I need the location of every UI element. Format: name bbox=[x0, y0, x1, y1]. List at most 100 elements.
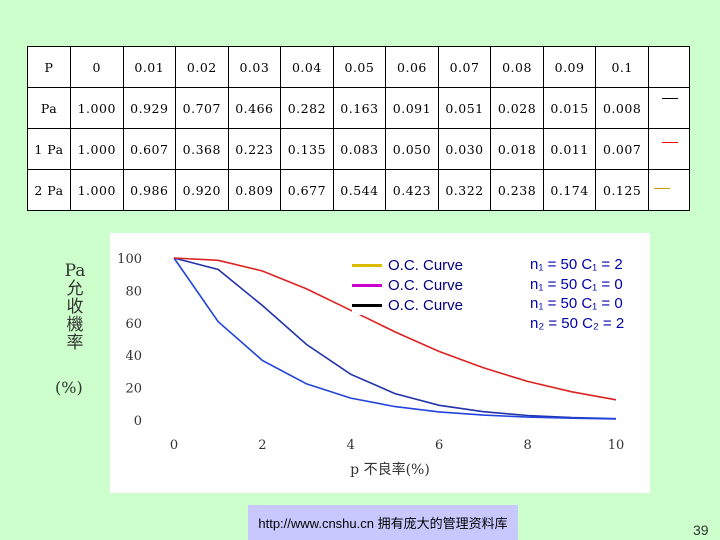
plan-note: n₁ = 50 C₁ = 0 bbox=[530, 295, 623, 312]
table-cell: 0.007 bbox=[595, 128, 649, 170]
y-axis-label-char: 收 bbox=[66, 297, 84, 317]
table-cell: 0.04 bbox=[280, 46, 334, 88]
table-cell: 0.135 bbox=[280, 128, 334, 170]
y-axis-side-label: Pa 允 收 機 率 bbox=[64, 262, 86, 352]
plan-note: n₂ = 50 C₂ = 2 bbox=[530, 314, 625, 332]
table-cell: 0.09 bbox=[542, 46, 597, 88]
table-cell: 0.01 bbox=[122, 46, 177, 88]
table-cell: 0.125 bbox=[595, 169, 649, 211]
table-cell: 0.466 bbox=[227, 87, 282, 129]
plan-note: n₁ = 50 C₁ = 0 bbox=[530, 275, 623, 293]
y-tick-label: 100 bbox=[117, 252, 142, 267]
table-cell: 0.07 bbox=[437, 46, 492, 88]
table-cell: 0.929 bbox=[122, 87, 177, 129]
table-cell: P bbox=[27, 46, 71, 88]
y-axis-label-char: 機 bbox=[66, 315, 84, 335]
x-tick-label: 10 bbox=[608, 438, 625, 453]
y-axis-unit-label: (%) bbox=[55, 378, 83, 397]
table-cell: 0.083 bbox=[332, 128, 387, 170]
row-label: Pa bbox=[27, 87, 71, 129]
table-cell: 0.322 bbox=[437, 169, 492, 211]
table-cell: 1.000 bbox=[70, 87, 124, 129]
table-cell: 0.03 bbox=[227, 46, 282, 88]
table-cell: 0.008 bbox=[595, 87, 649, 129]
table-cell: 0.050 bbox=[385, 128, 439, 170]
row-marker-dash bbox=[662, 142, 678, 143]
legend-swatch bbox=[352, 303, 382, 307]
plan-notes: n₁ = 50 C₁ = 2 n₁ = 50 C₁ = 0 n₁ = 50 C₁… bbox=[530, 255, 625, 333]
table-cell: 0.1 bbox=[595, 46, 649, 88]
table-cell: 0.986 bbox=[122, 169, 177, 211]
row-marker-dash bbox=[654, 188, 670, 189]
y-tick-label: 60 bbox=[125, 317, 142, 332]
table-cell: 0.08 bbox=[490, 46, 544, 88]
table-cell: 0.544 bbox=[332, 169, 387, 211]
y-tick-label: 0 bbox=[134, 414, 142, 429]
y-axis-label-char: 率 bbox=[66, 333, 84, 353]
table-cell: 0.028 bbox=[490, 87, 544, 129]
table-cell: 0.02 bbox=[175, 46, 229, 88]
table-cell: 0.030 bbox=[437, 128, 492, 170]
row-label: 1 Pa bbox=[27, 128, 71, 170]
chart-plot: 0 20 40 60 80 100 0 2 4 6 8 10 p 不良率(%) bbox=[117, 252, 625, 478]
legend-swatch bbox=[352, 263, 382, 267]
table-cell: 0.238 bbox=[490, 169, 544, 211]
y-tick-label: 20 bbox=[125, 382, 142, 397]
table-cell: 0.06 bbox=[385, 46, 439, 88]
table-cell: 0.174 bbox=[542, 169, 597, 211]
table-cell: 0.707 bbox=[175, 87, 229, 129]
legend-item: O.C. Curve bbox=[352, 255, 463, 275]
x-tick-label: 2 bbox=[258, 438, 266, 453]
table-cell: 0.163 bbox=[332, 87, 387, 129]
table-row: 1 Pa 1.000 0.607 0.368 0.223 0.135 0.083… bbox=[27, 128, 690, 170]
legend-label: O.C. Curve bbox=[388, 296, 464, 314]
legend-swatch bbox=[352, 283, 382, 287]
table-cell: 0.282 bbox=[280, 87, 334, 129]
series-line bbox=[173, 257, 617, 420]
row-marker-dash bbox=[662, 98, 678, 99]
row-label: 2 Pa bbox=[27, 169, 71, 211]
table-row: Pa 1.000 0.929 0.707 0.466 0.282 0.163 0… bbox=[27, 87, 690, 129]
legend-label: O.C. Curve bbox=[388, 256, 464, 274]
table-cell: 0.051 bbox=[437, 87, 492, 129]
x-tick-label: 4 bbox=[347, 438, 355, 453]
table-row: 2 Pa 1.000 0.986 0.920 0.809 0.677 0.544… bbox=[27, 169, 690, 211]
table-cell: 0.223 bbox=[227, 128, 282, 170]
table-cell: 0.018 bbox=[490, 128, 544, 170]
table-cell: 0.607 bbox=[122, 128, 177, 170]
y-axis-label-char: 允 bbox=[66, 279, 84, 299]
legend: O.C. Curve O.C. Curve O.C. Curve bbox=[352, 255, 464, 315]
table-header-row: P 0 0.01 0.02 0.03 0.04 0.05 0.06 0.07 0… bbox=[27, 46, 690, 88]
table-cell: 0.368 bbox=[175, 128, 229, 170]
x-tick-label: 0 bbox=[170, 438, 178, 453]
table-cell: 0.015 bbox=[542, 87, 597, 129]
legend-item: O.C. Curve bbox=[352, 275, 463, 295]
table-cell-marker bbox=[648, 128, 690, 170]
footer-url[interactable]: http://www.cnshu.cn 拥有庞大的管理资料库 bbox=[248, 505, 518, 540]
x-tick-label: 8 bbox=[523, 438, 531, 453]
y-axis-label-char: Pa bbox=[64, 261, 86, 281]
x-tick-label: 6 bbox=[435, 438, 443, 453]
page-number: 39 bbox=[693, 522, 709, 538]
legend-item: O.C. Curve bbox=[352, 295, 463, 315]
table-cell: 1.000 bbox=[70, 128, 124, 170]
table-cell-marker bbox=[648, 87, 690, 129]
legend-label: O.C. Curve bbox=[388, 276, 464, 294]
table-cell: 1.000 bbox=[70, 169, 124, 211]
table-cell: 0 bbox=[70, 46, 124, 88]
series-line bbox=[173, 257, 617, 420]
table-cell: 0.677 bbox=[280, 169, 334, 211]
table-cell: 0.05 bbox=[332, 46, 387, 88]
table-cell: 0.920 bbox=[175, 169, 229, 211]
y-tick-label: 80 bbox=[125, 284, 142, 299]
series-line bbox=[173, 257, 617, 401]
y-tick-label: 40 bbox=[125, 349, 142, 364]
oc-table: P 0 0.01 0.02 0.03 0.04 0.05 0.06 0.07 0… bbox=[27, 46, 690, 211]
table-cell: 0.091 bbox=[385, 87, 439, 129]
x-axis-label: p 不良率(%) bbox=[350, 461, 430, 478]
table-cell: 0.011 bbox=[542, 128, 597, 170]
table-cell: 0.809 bbox=[227, 169, 282, 211]
table-cell-empty bbox=[648, 46, 690, 88]
plan-note: n₁ = 50 C₁ = 2 bbox=[530, 256, 623, 273]
table-cell-marker bbox=[648, 169, 690, 211]
